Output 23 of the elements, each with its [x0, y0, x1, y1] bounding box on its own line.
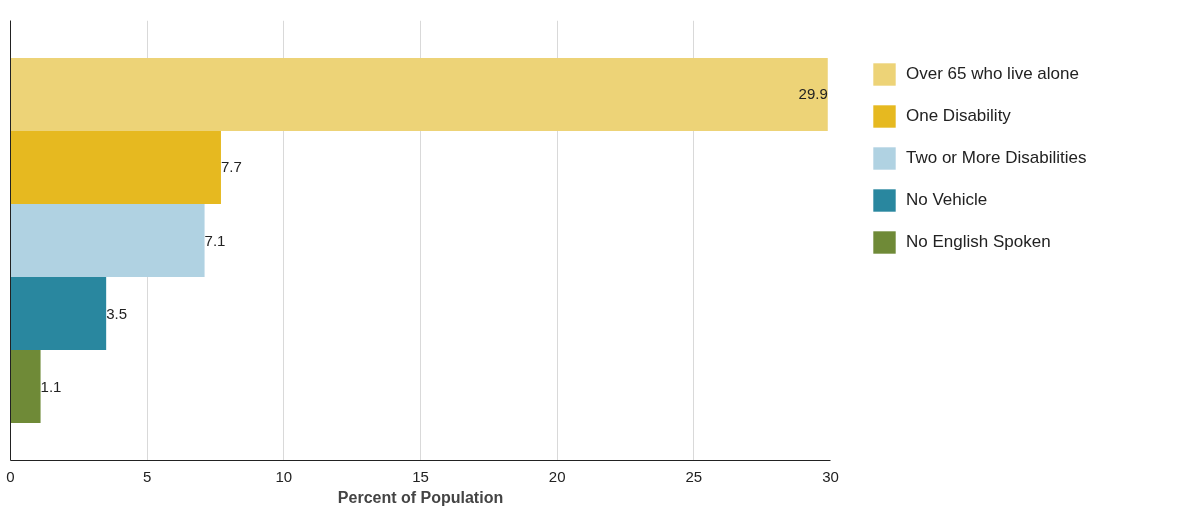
- x-tick-label: 30: [822, 467, 839, 485]
- data-label: 29.9: [798, 85, 828, 103]
- bar: [10, 277, 107, 351]
- x-tick-label: 25: [685, 467, 703, 485]
- x-tick-label: 5: [143, 467, 152, 485]
- data-label: 3.5: [106, 304, 128, 322]
- data-label: 1.1: [40, 377, 62, 395]
- x-tick-label: 15: [412, 467, 429, 485]
- legend-label: Two or More Disabilities: [906, 148, 1087, 168]
- x-tick-label: 20: [548, 467, 566, 485]
- legend-label: No Vehicle: [906, 190, 988, 210]
- x-axis-title: Percent of Population: [337, 488, 504, 506]
- data-label: 7.1: [204, 231, 226, 249]
- bar: [10, 350, 41, 424]
- bar: [10, 203, 205, 278]
- legend-label: One Disability: [906, 106, 1011, 126]
- bar: [10, 57, 828, 131]
- x-tick-label: 10: [275, 467, 293, 485]
- legend-label: No English Spoken: [906, 232, 1051, 252]
- legend-label: Over 65 who live alone: [906, 64, 1079, 84]
- x-tick-label: 0: [6, 467, 15, 485]
- bar: [10, 130, 221, 204]
- data-label: 7.7: [220, 158, 242, 176]
